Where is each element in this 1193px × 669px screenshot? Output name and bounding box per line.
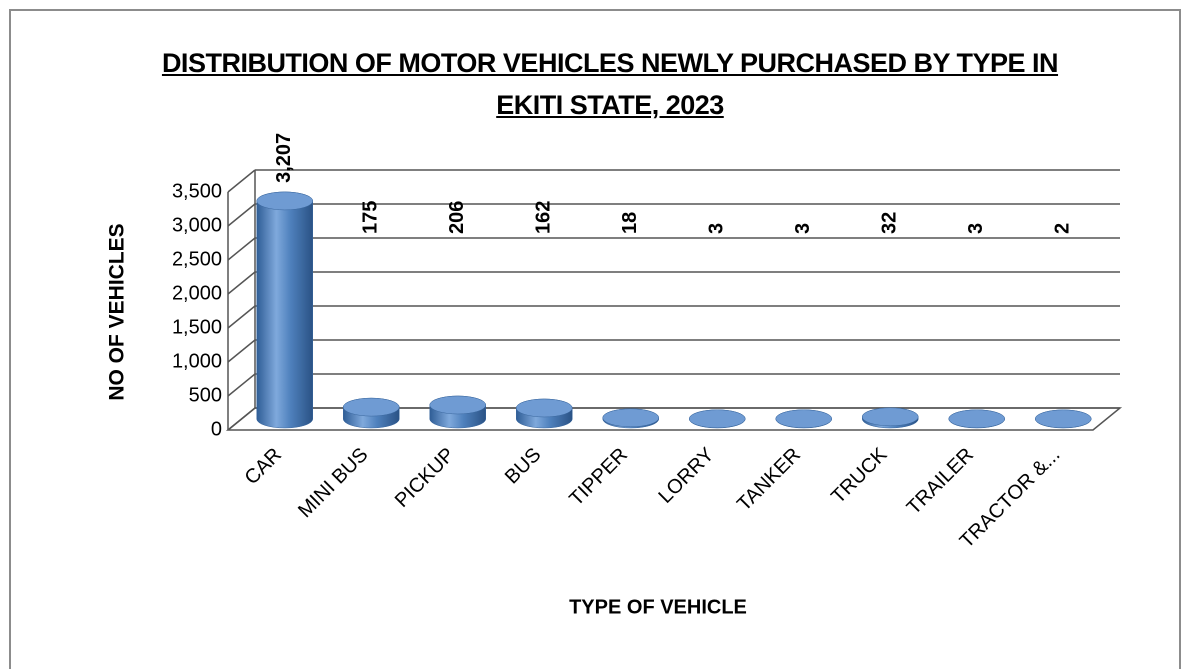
x-tick-label: TRAILER [903, 444, 978, 519]
bar-top [862, 407, 919, 427]
chart-frame [9, 9, 1181, 669]
y-tick-label: 1,000 [172, 350, 222, 372]
bar-top [689, 409, 746, 429]
bar-top [1035, 409, 1092, 429]
x-tick-label: TRUCK [827, 443, 892, 508]
bar-top [775, 409, 832, 429]
grid-side [227, 407, 256, 431]
bar-top [516, 398, 573, 418]
data-label: 3 [792, 223, 814, 234]
grid-side [227, 203, 256, 227]
data-label: 3,207 [273, 133, 295, 183]
bar [256, 191, 313, 429]
data-label: 206 [446, 201, 468, 234]
y-tick-label: 2,000 [172, 282, 222, 304]
data-label: 32 [879, 212, 901, 234]
grid-side [227, 305, 256, 329]
grid-line [227, 203, 1120, 227]
data-label: 18 [619, 212, 641, 234]
x-tick-label: TIPPER [565, 444, 632, 511]
x-tick-label: MINI BUS [294, 444, 372, 522]
x-tick-label: PICKUP [391, 444, 459, 512]
bar-top [429, 395, 486, 415]
grid-line [227, 305, 1120, 329]
y-tick-label: 500 [189, 384, 222, 406]
bar-top [948, 409, 1005, 429]
bar-top [602, 408, 659, 428]
x-tick-label: BUS [501, 444, 546, 489]
data-label: 162 [533, 201, 555, 234]
y-axis-title: NO OF VEHICLES [106, 223, 129, 400]
data-label: 3 [965, 223, 987, 234]
data-label: 2 [1052, 223, 1074, 234]
x-tick-label: LORRY [654, 444, 718, 508]
grid-side [227, 271, 256, 295]
x-axis-title: TYPE OF VEHICLE [569, 596, 747, 618]
grid-side [227, 339, 256, 363]
bar-top [256, 191, 313, 211]
grid-line [227, 339, 1120, 363]
data-label: 3 [706, 223, 728, 234]
x-tick-label: CAR [241, 444, 286, 489]
grid-line [227, 271, 1120, 295]
grid-side [227, 373, 256, 397]
grid-side [227, 237, 256, 261]
y-tick-label: 3,500 [172, 180, 222, 202]
grid-line [227, 237, 1120, 261]
bar-top [343, 397, 400, 417]
x-tick-label: TANKER [733, 444, 805, 516]
data-label: 175 [360, 201, 382, 234]
y-tick-label: 1,500 [172, 316, 222, 338]
grid-side [227, 169, 256, 193]
y-tick-label: 0 [211, 418, 222, 440]
chart-title: DISTRIBUTION OF MOTOR VEHICLES NEWLY PUR… [161, 48, 1059, 120]
y-tick-label: 3,000 [172, 214, 222, 236]
grid-line [227, 169, 1120, 193]
y-tick-label: 2,500 [172, 248, 222, 270]
grid-line [227, 373, 1120, 397]
